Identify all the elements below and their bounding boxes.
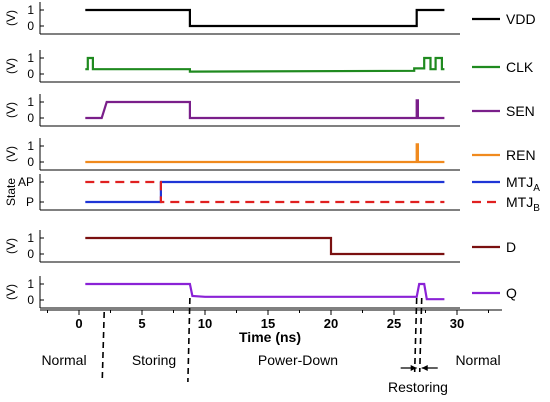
panel-clk-ytick-0: 1 bbox=[27, 51, 34, 65]
panel-q: (V) 1 0 Q bbox=[4, 276, 517, 309]
phase-boundary-restoring-normal bbox=[418, 297, 423, 373]
x-axis-label: Time (ns) bbox=[239, 329, 301, 345]
legend-label-sen-0: SEN bbox=[506, 103, 535, 119]
restoring-arrowhead-left bbox=[410, 365, 417, 371]
panel-ren-ytick-0: 1 bbox=[27, 139, 34, 153]
panel-mtj-ytick-1: P bbox=[26, 195, 34, 209]
panel-mtj-ylabel: State bbox=[4, 178, 18, 206]
phase-boundary-powerdown-restoring bbox=[413, 297, 418, 373]
panel-sen-ytick-1: 0 bbox=[27, 111, 34, 125]
x-axis: 0 5 10 15 20 25 30 Time (ns) bbox=[40, 309, 502, 345]
panel-clk-ytick-1: 0 bbox=[27, 67, 34, 81]
legend-label-ren-0: REN bbox=[506, 147, 536, 163]
panel-clk: (V) 1 0 CLK bbox=[4, 50, 534, 83]
panel-ren-ytick-1: 0 bbox=[27, 155, 34, 169]
series-clk-0 bbox=[85, 56, 445, 73]
panel-ren-ylabel: (V) bbox=[4, 146, 18, 162]
panel-sen-ylabel: (V) bbox=[4, 102, 18, 118]
legend-label-vdd-0: VDD bbox=[506, 11, 536, 27]
panel-d-ylabel: (V) bbox=[4, 238, 18, 254]
panel-q-ytick-0: 1 bbox=[27, 277, 34, 291]
phase-label-restoring: Restoring bbox=[388, 379, 448, 395]
x-tick-label-2: 10 bbox=[198, 316, 212, 331]
restoring-arrows bbox=[400, 365, 438, 371]
panel-d-ytick-0: 1 bbox=[27, 231, 34, 245]
series-sen-0 bbox=[85, 99, 445, 120]
x-tick-label-6: 30 bbox=[450, 316, 464, 331]
legend-label-mtj-1: MTJB bbox=[506, 194, 540, 214]
panel-ren: (V) 1 0 REN bbox=[4, 138, 536, 171]
phase-label-normal-1: Normal bbox=[41, 352, 86, 368]
series-q-0 bbox=[85, 282, 445, 301]
panel-d: (V) 1 0 D bbox=[4, 230, 516, 263]
panel-vdd-ylabel: (V) bbox=[4, 10, 18, 26]
series-d-0 bbox=[85, 236, 445, 256]
restoring-arrowhead-right bbox=[421, 365, 428, 371]
phases: Normal Storing Power-Down Normal Restori… bbox=[41, 297, 501, 395]
legend-label-q-0: Q bbox=[506, 285, 517, 301]
x-tick-label-4: 20 bbox=[324, 316, 338, 331]
x-ticks: 0 5 10 15 20 25 30 bbox=[47, 310, 489, 331]
panel-vdd: (V) 1 0 VDD bbox=[4, 2, 536, 35]
panel-vdd-ytick-1: 0 bbox=[27, 19, 34, 33]
x-tick-label-1: 5 bbox=[138, 316, 145, 331]
series-mtj-0 bbox=[85, 180, 445, 204]
panel-vdd-ytick-0: 1 bbox=[27, 3, 34, 17]
legend-label-mtj-0: MTJA bbox=[506, 174, 540, 194]
phase-boundary-normal-storing bbox=[101, 311, 105, 383]
panel-sen: (V) 1 0 SEN bbox=[4, 94, 535, 127]
panel-d-ytick-1: 0 bbox=[27, 247, 34, 261]
legend-label-clk-0: CLK bbox=[506, 59, 534, 75]
legend-label-d-0: D bbox=[506, 239, 516, 255]
series-vdd-0 bbox=[85, 8, 445, 28]
phase-boundary-storing-powerdown bbox=[187, 297, 191, 383]
panels: (V) 1 0 VDD (V) 1 0 CLK (V) 1 0 SEN (V) 1 0 REN State AP P… bbox=[4, 2, 540, 309]
phase-label-storing: Storing bbox=[132, 352, 176, 368]
x-tick-label-0: 0 bbox=[75, 316, 82, 331]
panel-q-ylabel: (V) bbox=[4, 284, 18, 300]
phase-label-power-down: Power-Down bbox=[258, 352, 338, 368]
phase-label-normal-2: Normal bbox=[455, 352, 500, 368]
panel-clk-ylabel: (V) bbox=[4, 58, 18, 74]
panel-sen-ytick-0: 1 bbox=[27, 95, 34, 109]
series-ren-0 bbox=[85, 143, 445, 164]
panel-mtj-ytick-0: AP bbox=[18, 175, 34, 189]
x-tick-label-5: 25 bbox=[387, 316, 401, 331]
series-mtj-1 bbox=[85, 180, 445, 204]
panel-q-ytick-1: 0 bbox=[27, 293, 34, 307]
x-tick-label-3: 15 bbox=[261, 316, 275, 331]
